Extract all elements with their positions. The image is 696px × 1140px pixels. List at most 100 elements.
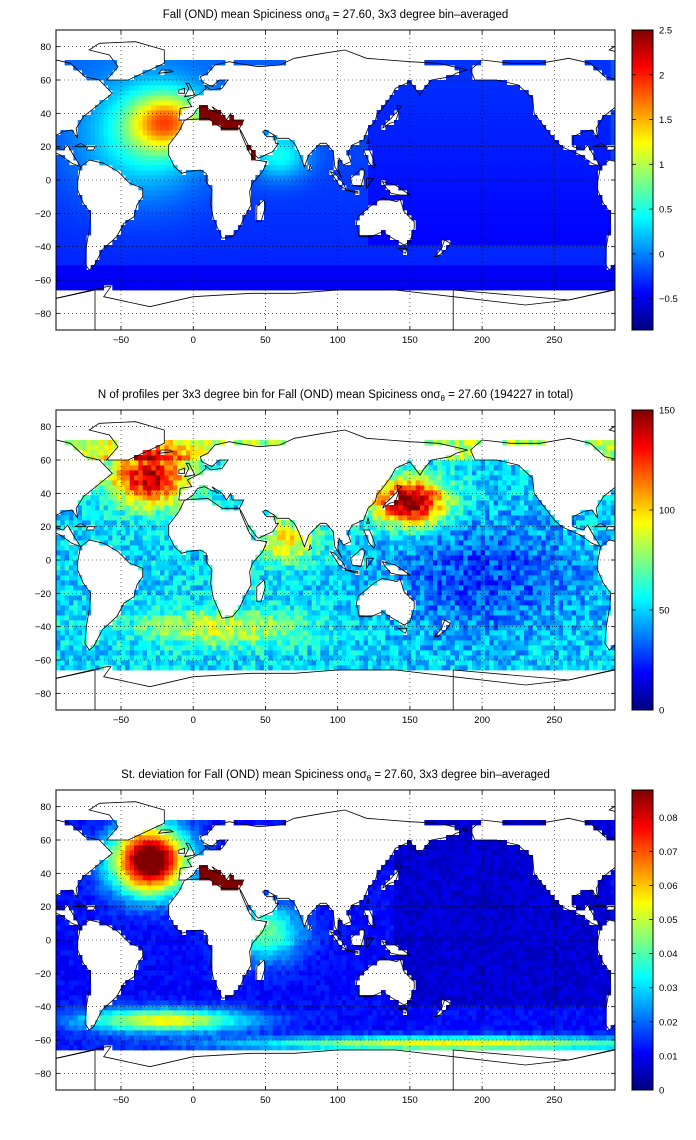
heatmap-cell [571,150,577,156]
heatmap-cell [155,280,161,286]
heatmap-cell [108,250,113,256]
heatmap-cell [77,205,83,211]
heatmap-cell [233,640,239,646]
heatmap-cell [368,200,373,206]
heatmap-cell [402,155,408,161]
heatmap-cell [337,285,343,291]
heatmap-cell [212,235,217,241]
heatmap-cell [602,655,607,661]
heatmap-cell [281,225,287,231]
heatmap-cell [389,260,395,266]
heatmap-cell [580,650,586,656]
heatmap-cell [281,205,287,211]
heatmap-cell [277,215,282,221]
heatmap-cell [73,240,79,246]
heatmap-cell [147,165,152,171]
heatmap-cell [307,210,313,216]
heatmap-cell [216,280,222,286]
heatmap-cell [589,180,594,186]
heatmap-cell [160,175,165,181]
heatmap-cell [511,90,516,96]
heatmap-cell [537,190,542,196]
heatmap-cell [420,230,425,236]
heatmap-cell [502,135,508,141]
heatmap-cell [606,150,612,156]
heatmap-cell [411,125,417,131]
heatmap-cell [402,650,408,656]
heatmap-cell [558,275,564,281]
heatmap-cell [233,635,239,641]
heatmap-cell [424,245,430,251]
heatmap-cell [441,85,447,91]
heatmap-cell [337,200,343,206]
heatmap-cell [225,120,230,126]
heatmap-cell [225,650,230,656]
heatmap-cell [264,170,269,176]
heatmap-cell [134,210,139,216]
heatmap-cell [424,285,430,291]
heatmap-cell [411,645,417,651]
heatmap-cell [212,240,217,246]
heatmap-cell [415,260,421,266]
heatmap-cell [259,665,265,671]
heatmap-cell [363,160,369,166]
heatmap-cell [424,110,430,116]
heatmap-cell [103,70,109,76]
heatmap-cell [428,105,434,111]
heatmap-cell [290,195,295,201]
heatmap-cell [86,270,92,276]
heatmap-cell [186,225,191,231]
heatmap-cell [333,260,339,266]
heatmap-cell [194,225,200,231]
heatmap-cell [580,160,586,166]
heatmap-cell [194,260,200,266]
heatmap-cell [281,285,287,291]
heatmap-cell [181,220,187,226]
heatmap-cell [298,640,304,646]
heatmap-cell [125,225,131,231]
heatmap-cell [129,95,135,101]
heatmap-cell [576,645,581,651]
heatmap-cell [121,150,126,156]
heatmap-cell [437,100,443,106]
heatmap-cell [476,115,482,121]
heatmap-cell [610,65,615,71]
heatmap-cell [498,260,503,266]
heatmap-cell [216,230,222,236]
heatmap-cell [589,285,594,291]
heatmap-cell [415,145,421,151]
heatmap-cell [77,135,83,141]
heatmap-cell [450,280,456,286]
heatmap-cell [294,160,300,166]
heatmap-cell [108,245,113,251]
heatmap-cell [407,660,412,666]
heatmap-cell [502,245,508,251]
heatmap-cell [597,215,603,221]
heatmap-cell [337,210,343,216]
heatmap-cell [424,135,430,141]
heatmap-cell [294,660,300,666]
heatmap-cell [194,270,200,276]
heatmap-cell [402,95,408,101]
heatmap-cell [329,635,334,641]
heatmap-cell [190,230,196,236]
heatmap-cell [498,250,503,256]
heatmap-cell [541,130,547,136]
heatmap-cell [190,60,196,66]
heatmap-cell [246,240,252,246]
heatmap-cell [584,270,590,276]
heatmap-cell [77,60,83,66]
heatmap-cell [498,230,503,236]
heatmap-cell [602,155,607,161]
heatmap-cell [303,640,308,646]
heatmap-cell [290,635,295,641]
heatmap-cell [173,285,178,291]
heatmap-cell [203,250,209,256]
heatmap-cell [199,650,204,656]
heatmap-cell [485,80,490,86]
heatmap-cell [259,640,265,646]
heatmap-cell [472,120,477,126]
heatmap-cell [515,260,521,266]
heatmap-cell [524,225,529,231]
heatmap-cell [138,640,144,646]
